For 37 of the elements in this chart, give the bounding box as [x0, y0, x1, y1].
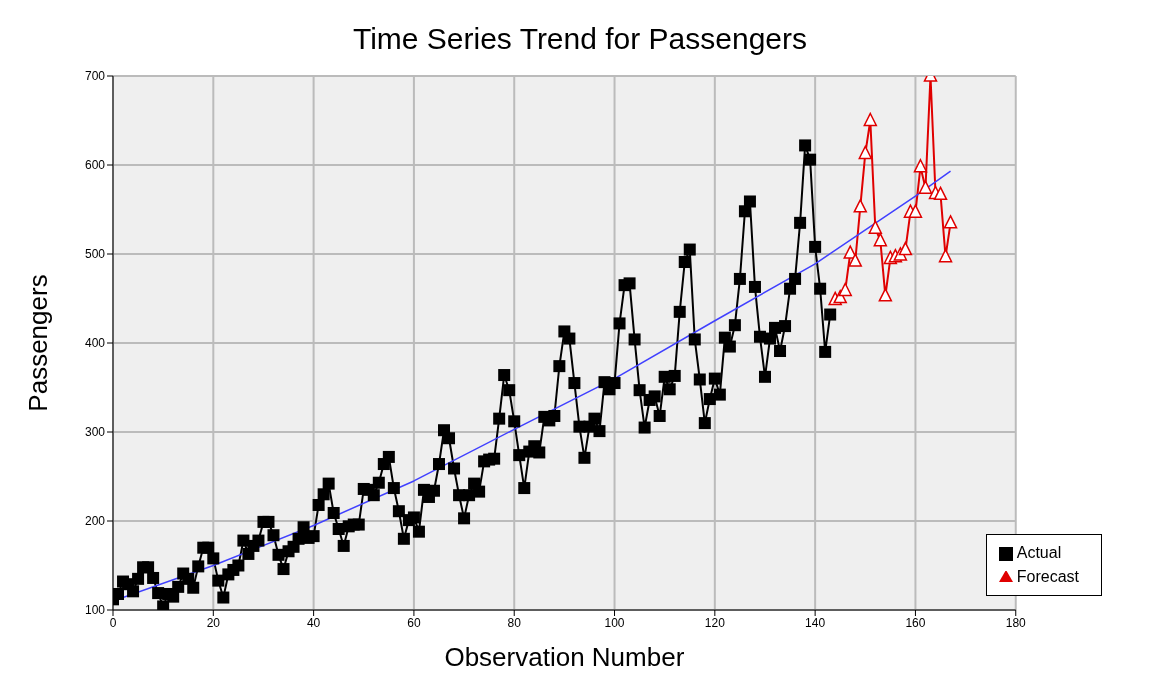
y-tick-label: 100	[84, 603, 106, 618]
y-tick-label: 600	[84, 158, 106, 173]
point	[848, 253, 863, 267]
y-tick-label: 400	[84, 336, 106, 351]
y-tick-label: 500	[84, 247, 106, 262]
legend-label: Actual	[1016, 544, 1062, 561]
x-tick-label: 140	[805, 615, 826, 630]
x-tick-label: 80	[507, 615, 522, 630]
point	[868, 220, 883, 234]
point	[863, 112, 878, 127]
point	[908, 204, 923, 218]
x-tick-label: 100	[604, 615, 625, 630]
legend-label: Forecast	[1016, 568, 1079, 585]
x-tick-label: 40	[306, 615, 321, 630]
y-tick-label: 300	[84, 425, 106, 440]
point	[938, 248, 953, 263]
point	[878, 288, 893, 302]
y-tick-label: 700	[84, 69, 106, 84]
point	[898, 241, 913, 256]
point	[913, 159, 928, 173]
point	[873, 232, 888, 247]
x-tick-label: 60	[407, 615, 421, 630]
chart-title: Time Series Trend for Passengers	[351, 21, 809, 57]
point	[838, 282, 852, 297]
x-tick-label: 0	[109, 615, 117, 630]
x-tick-label: 120	[704, 615, 726, 630]
point	[853, 199, 868, 213]
x-tick-label: 180	[1005, 615, 1027, 630]
y-axis-title: Passengers	[23, 274, 54, 412]
x-axis-title: Observation Number	[444, 642, 685, 672]
x-tick-label: 20	[206, 615, 221, 630]
point	[858, 145, 873, 160]
point	[918, 180, 933, 194]
point	[943, 215, 958, 229]
x-tick-label: 160	[905, 615, 926, 630]
y-tick-label: 200	[84, 514, 106, 529]
point	[933, 186, 948, 201]
